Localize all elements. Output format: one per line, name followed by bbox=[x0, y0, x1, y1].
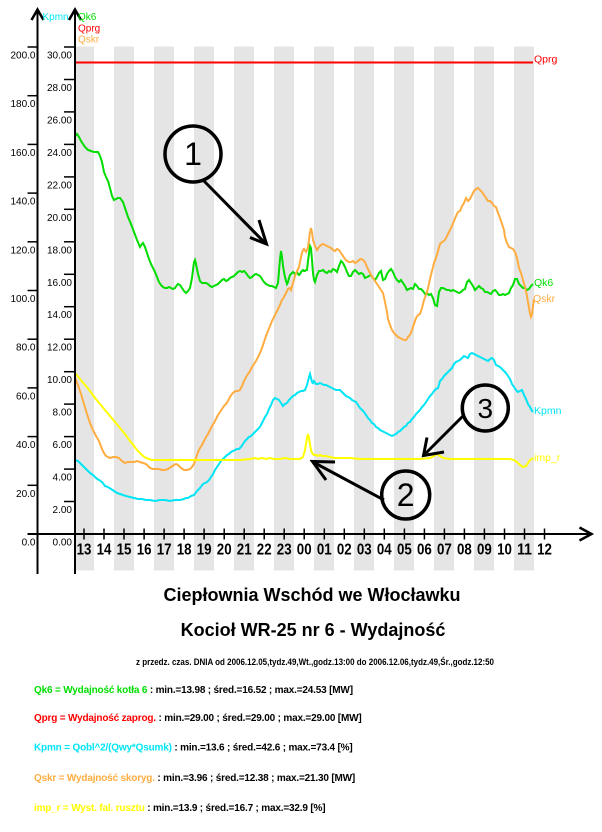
svg-text:15: 15 bbox=[117, 542, 132, 559]
svg-text:05: 05 bbox=[397, 542, 412, 559]
svg-text:18: 18 bbox=[177, 542, 192, 559]
svg-text:Qskr = Wydajność skoryg. : min: Qskr = Wydajność skoryg. : min.=3.96 ; ś… bbox=[34, 773, 355, 784]
svg-text:2.00: 2.00 bbox=[53, 505, 73, 516]
svg-text:11: 11 bbox=[517, 542, 532, 559]
svg-text:20.00: 20.00 bbox=[47, 213, 72, 224]
svg-text:17: 17 bbox=[157, 542, 172, 559]
svg-text:Qk6 = Wydajność kotła 6 : min.: Qk6 = Wydajność kotła 6 : min.=13.98 ; ś… bbox=[34, 685, 353, 696]
svg-text:22: 22 bbox=[257, 542, 272, 559]
svg-text:00: 00 bbox=[297, 542, 312, 559]
svg-text:20: 20 bbox=[217, 542, 232, 559]
svg-text:19: 19 bbox=[197, 542, 212, 559]
svg-text:6.00: 6.00 bbox=[53, 440, 73, 451]
svg-text:04: 04 bbox=[377, 542, 392, 559]
svg-text:4.00: 4.00 bbox=[53, 473, 73, 484]
svg-text:100.0: 100.0 bbox=[10, 294, 35, 305]
svg-text:16: 16 bbox=[137, 542, 152, 559]
svg-text:Qskr: Qskr bbox=[78, 35, 100, 46]
svg-text:Kpmn: Kpmn bbox=[43, 12, 69, 23]
svg-text:Qk6: Qk6 bbox=[78, 12, 97, 23]
svg-text:160.0: 160.0 bbox=[10, 148, 35, 159]
svg-text:03: 03 bbox=[357, 542, 372, 559]
svg-text:14.00: 14.00 bbox=[47, 310, 72, 321]
svg-text:2: 2 bbox=[397, 477, 415, 513]
svg-text:Qk6: Qk6 bbox=[534, 277, 553, 289]
svg-text:26.00: 26.00 bbox=[47, 115, 72, 126]
svg-text:28.00: 28.00 bbox=[47, 83, 72, 94]
svg-text:02: 02 bbox=[337, 542, 352, 559]
svg-text:12.00: 12.00 bbox=[47, 343, 72, 354]
svg-text:07: 07 bbox=[437, 542, 452, 559]
svg-text:10.00: 10.00 bbox=[47, 375, 72, 386]
svg-text:imp_r = Wyst. fal. rusztu : mi: imp_r = Wyst. fal. rusztu : min.=13.9 ; … bbox=[34, 803, 325, 814]
svg-text:12: 12 bbox=[537, 542, 552, 559]
svg-text:40.0: 40.0 bbox=[16, 440, 36, 451]
svg-text:180.0: 180.0 bbox=[10, 99, 35, 110]
svg-text:23: 23 bbox=[277, 542, 292, 559]
svg-text:Kpmn = Qobl^2/(Qwy*Qsumk) : mi: Kpmn = Qobl^2/(Qwy*Qsumk) : min.=13.6 ; … bbox=[34, 743, 353, 754]
svg-text:120.0: 120.0 bbox=[10, 245, 35, 256]
svg-text:200.0: 200.0 bbox=[10, 51, 35, 62]
svg-text:21: 21 bbox=[237, 542, 252, 559]
svg-text:1: 1 bbox=[184, 136, 202, 172]
svg-text:09: 09 bbox=[477, 542, 492, 559]
svg-text:0.0: 0.0 bbox=[22, 538, 36, 549]
svg-text:imp_r: imp_r bbox=[534, 452, 561, 464]
svg-text:z przedz. czas. DNIA od 2006.1: z przedz. czas. DNIA od 2006.12.05,tydz.… bbox=[136, 656, 494, 668]
svg-text:Kpmn: Kpmn bbox=[534, 405, 562, 417]
svg-text:20.0: 20.0 bbox=[16, 489, 36, 500]
svg-text:14: 14 bbox=[97, 542, 112, 559]
svg-text:06: 06 bbox=[417, 542, 432, 559]
svg-text:13: 13 bbox=[77, 542, 92, 559]
svg-text:22.00: 22.00 bbox=[47, 180, 72, 191]
svg-text:80.0: 80.0 bbox=[16, 343, 36, 354]
svg-text:10: 10 bbox=[497, 542, 512, 559]
svg-text:16.00: 16.00 bbox=[47, 278, 72, 289]
svg-text:Qskr: Qskr bbox=[533, 293, 556, 305]
svg-text:01: 01 bbox=[317, 542, 332, 559]
svg-text:Qprg: Qprg bbox=[534, 54, 558, 66]
svg-text:60.0: 60.0 bbox=[16, 391, 36, 402]
svg-text:Qprg = Wydajność zaprog. : min: Qprg = Wydajność zaprog. : min.=29.00 ; … bbox=[34, 713, 362, 724]
svg-text:24.00: 24.00 bbox=[47, 148, 72, 159]
svg-text:Ciepłownia Wschód we Włocławku: Ciepłownia Wschód we Włocławku bbox=[163, 585, 460, 605]
svg-text:8.00: 8.00 bbox=[53, 408, 73, 419]
svg-text:30.00: 30.00 bbox=[47, 51, 72, 62]
svg-text:0.00: 0.00 bbox=[53, 538, 73, 549]
svg-text:140.0: 140.0 bbox=[10, 197, 35, 208]
svg-text:18.00: 18.00 bbox=[47, 245, 72, 256]
svg-text:08: 08 bbox=[457, 542, 472, 559]
svg-text:Qprg: Qprg bbox=[78, 24, 100, 35]
svg-text:Kocioł WR-25 nr 6 - Wydajność: Kocioł WR-25 nr 6 - Wydajność bbox=[181, 620, 446, 640]
svg-text:3: 3 bbox=[478, 393, 494, 424]
